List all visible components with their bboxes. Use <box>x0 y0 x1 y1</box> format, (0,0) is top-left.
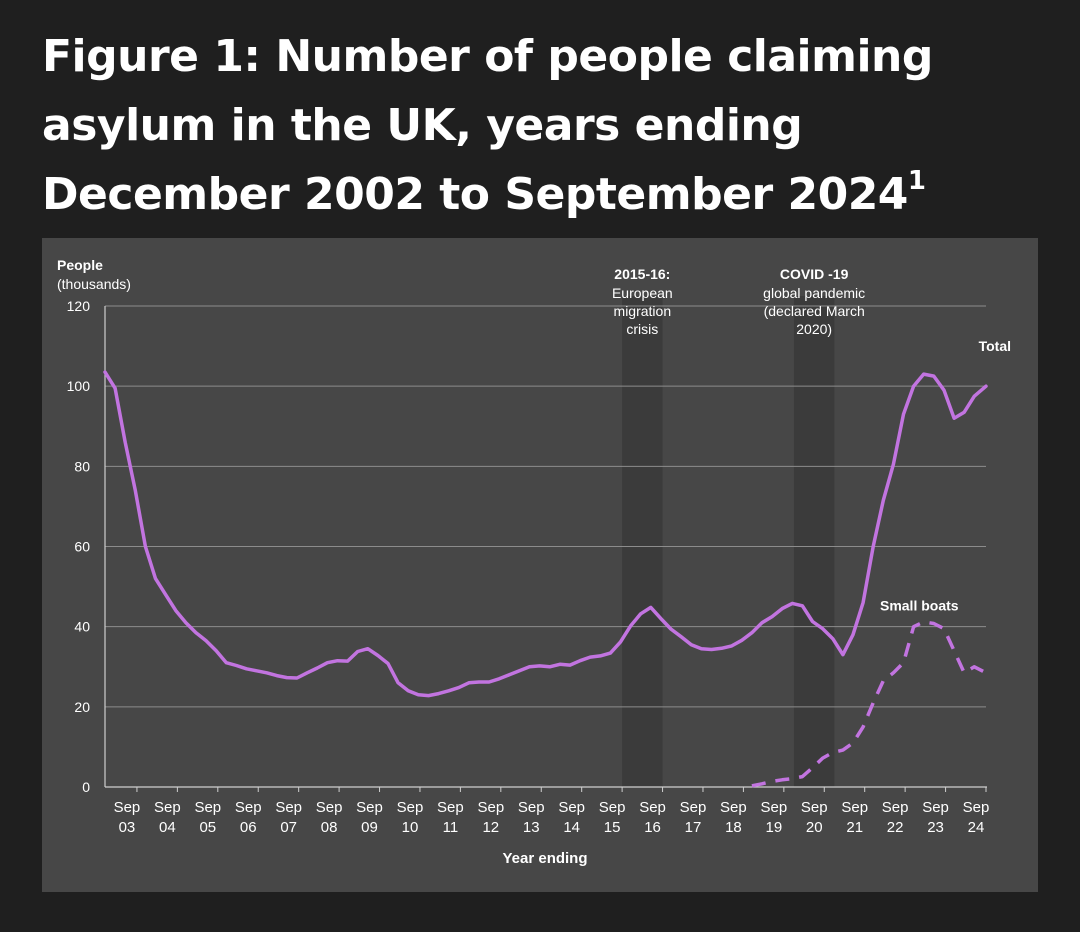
y-tick-label-100: 100 <box>67 378 91 394</box>
x-tick-label-top-17: Sep <box>760 799 787 816</box>
x-tick-label-top-8: Sep <box>397 799 424 816</box>
x-tick-label-bottom-6: 08 <box>321 819 338 836</box>
x-tick-label-bottom-16: 18 <box>725 819 742 836</box>
y-tick-label-120: 120 <box>67 298 91 314</box>
x-tick-label-top-10: Sep <box>477 799 504 816</box>
x-tick-label-top-2: Sep <box>154 799 181 816</box>
x-tick-label-top-11: Sep <box>518 799 545 816</box>
x-tick-label-bottom-22: 24 <box>968 819 985 836</box>
series-line-total <box>103 370 988 698</box>
x-tick-label-bottom-11: 13 <box>523 819 540 836</box>
axes <box>104 306 987 792</box>
series-lines <box>103 370 988 788</box>
period-label-line-2-1: global pandemic <box>763 285 865 301</box>
shaded-period-2 <box>793 296 835 787</box>
x-tick-label-bottom-17: 19 <box>765 819 782 836</box>
x-tick-label-bottom-2: 04 <box>159 819 176 836</box>
x-tick-label-bottom-12: 14 <box>563 819 580 836</box>
shaded-period-1 <box>622 296 663 787</box>
x-tick-label-bottom-15: 17 <box>685 819 702 836</box>
y-axis-unit: (thousands) <box>57 276 131 292</box>
y-tick-label-20: 20 <box>74 699 90 715</box>
x-tick-label-top-9: Sep <box>437 799 464 816</box>
x-tick-label-top-13: Sep <box>599 799 626 816</box>
y-tick-label-0: 0 <box>82 779 90 795</box>
period-label-line-1-2: migration <box>614 303 672 319</box>
x-tick-label-bottom-21: 23 <box>927 819 944 836</box>
figure-title: Figure 1: Number of people claiming asyl… <box>42 22 1052 229</box>
y-axis-title: People <box>57 257 103 273</box>
x-tick-label-top-19: Sep <box>841 799 868 816</box>
x-tick-label-bottom-3: 05 <box>199 819 216 836</box>
period-label-title-2: COVID -19 <box>780 266 849 282</box>
x-axis-title: Year ending <box>502 850 587 867</box>
x-tick-label-top-20: Sep <box>882 799 909 816</box>
x-tick-label-bottom-20: 22 <box>887 819 904 836</box>
x-tick-label-top-6: Sep <box>316 799 343 816</box>
x-tick-label-bottom-13: 15 <box>604 819 621 836</box>
title-footnote-marker: 1 <box>907 166 926 196</box>
period-label-line-1-3: crisis <box>626 321 658 337</box>
x-tick-label-top-3: Sep <box>194 799 221 816</box>
x-tick-label-bottom-1: 03 <box>119 819 136 836</box>
y-tick-label-40: 40 <box>74 619 90 635</box>
x-tick-label-top-4: Sep <box>235 799 262 816</box>
x-tick-label-top-12: Sep <box>558 799 585 816</box>
x-tick-label-top-1: Sep <box>114 799 141 816</box>
x-tick-label-top-15: Sep <box>680 799 707 816</box>
chart-panel: 2015-16: European migration crisis COVID -19… <box>42 238 1038 892</box>
period-label-line-2-3: 2020) <box>796 321 832 337</box>
x-tick-label-top-22: Sep <box>963 799 990 816</box>
period-label-title-1: 2015-16: <box>614 266 670 282</box>
shaded-periods <box>622 296 835 787</box>
x-tick-label-bottom-5: 07 <box>280 819 297 836</box>
y-tick-label-80: 80 <box>74 458 90 474</box>
x-tick-label-bottom-4: 06 <box>240 819 257 836</box>
chart-text: 2015-16: European migration crisis COVID -19… <box>57 257 1011 867</box>
line-chart: 2015-16: European migration crisis COVID -19… <box>57 257 1011 867</box>
x-tick-label-bottom-14: 16 <box>644 819 661 836</box>
y-tick-label-60: 60 <box>74 539 90 555</box>
series-label-small-boats: Small boats <box>880 598 959 614</box>
x-tick-label-bottom-19: 21 <box>846 819 863 836</box>
figure-title-text: Figure 1: Number of people claiming asyl… <box>42 31 933 220</box>
period-label-line-1-1: European <box>612 285 673 301</box>
x-tick-label-bottom-10: 12 <box>482 819 499 836</box>
x-tick-label-top-7: Sep <box>356 799 383 816</box>
x-tick-label-top-14: Sep <box>639 799 666 816</box>
x-tick-label-top-21: Sep <box>922 799 949 816</box>
period-label-line-2-2: (declared March <box>764 303 865 319</box>
x-tick-label-top-18: Sep <box>801 799 828 816</box>
x-tick-label-top-16: Sep <box>720 799 747 816</box>
x-tick-label-bottom-18: 20 <box>806 819 823 836</box>
x-tick-label-bottom-9: 11 <box>443 819 459 836</box>
x-tick-label-bottom-7: 09 <box>361 819 378 836</box>
x-tick-label-bottom-8: 10 <box>402 819 419 836</box>
x-tick-label-top-5: Sep <box>275 799 302 816</box>
gridlines <box>105 305 986 708</box>
series-line-small-boats <box>751 620 987 788</box>
series-label-total: Total <box>979 338 1011 354</box>
